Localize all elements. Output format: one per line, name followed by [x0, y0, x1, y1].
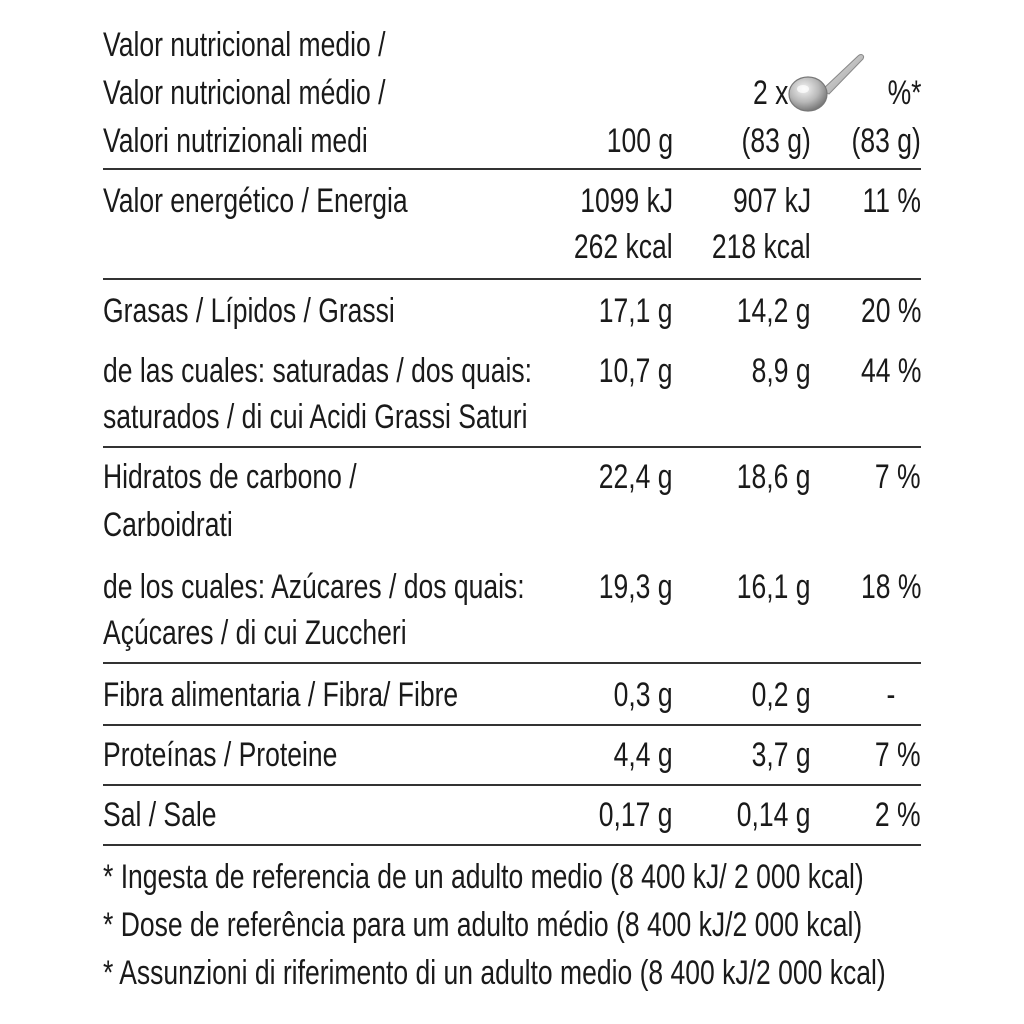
column-header-percent: %* [887, 74, 921, 112]
row-label-continued: Açúcares / di cui Zuccheri [103, 614, 407, 652]
row-label: Fibra alimentaria / Fibra/ Fibre [103, 676, 459, 714]
row-divider [103, 724, 921, 726]
value-reference-intake: 11 % [862, 182, 921, 220]
row-label-continued: saturados / di cui Acidi Grassi Saturi [103, 398, 528, 436]
row-label: Hidratos de carbono / [103, 458, 357, 496]
row-label: de los cuales: Azúcares / dos quais: [103, 568, 525, 606]
column-header-percent-amount: (83 g) [851, 122, 921, 160]
row-divider [103, 662, 921, 664]
value-reference-intake: 18 % [860, 568, 921, 606]
footnote-pt: * Dose de referência para um adulto médi… [103, 906, 863, 944]
column-header-portion-prefix: 2 x [752, 74, 788, 112]
header-divider [103, 168, 921, 170]
value-per-100g: 22,4 g [599, 458, 673, 496]
value-per-100g: 17,1 g [599, 292, 673, 330]
value-per-portion: 0,2 g [752, 676, 811, 714]
value-per-portion-kcal: 218 kcal [712, 228, 811, 266]
value-per-100g: 1099 kJ [580, 182, 673, 220]
value-per-portion: 8,9 g [752, 352, 811, 390]
row-label: de las cuales: saturadas / dos quais: [103, 352, 532, 390]
value-per-portion: 16,1 g [737, 568, 811, 606]
row-divider [103, 278, 921, 280]
header-title-line-3: Valori nutrizionali medi [103, 122, 368, 160]
row-divider [103, 784, 921, 786]
spoon-icon [786, 48, 868, 123]
value-reference-intake: 2 % [875, 796, 921, 834]
footnote-divider [103, 844, 921, 846]
footnote-es: * Ingesta de referencia de un adulto med… [103, 858, 864, 896]
value-per-100g: 0,3 g [614, 676, 673, 714]
value-per-portion: 18,6 g [737, 458, 811, 496]
column-header-100g: 100 g [606, 122, 673, 160]
footnote-it: * Assunzioni di riferimento di un adulto… [103, 954, 886, 992]
value-per-portion: 0,14 g [737, 796, 811, 834]
value-per-portion: 907 kJ [732, 182, 811, 220]
value-reference-intake: 7 % [875, 458, 921, 496]
value-per-100g: 10,7 g [599, 352, 673, 390]
value-per-100g-kcal: 262 kcal [574, 228, 673, 266]
value-reference-intake: 44 % [860, 352, 921, 390]
row-label: Sal / Sale [103, 796, 217, 834]
row-label: Valor energético / Energia [103, 182, 408, 220]
column-header-portion-amount: (83 g) [741, 122, 811, 160]
row-divider [103, 446, 921, 448]
value-reference-intake: - [886, 676, 895, 714]
row-label-continued: Carboidrati [103, 506, 233, 544]
row-label: Grasas / Lípidos / Grassi [103, 292, 395, 330]
value-per-portion: 3,7 g [752, 736, 811, 774]
value-per-100g: 0,17 g [599, 796, 673, 834]
value-reference-intake: 20 % [860, 292, 921, 330]
row-label: Proteínas / Proteine [103, 736, 338, 774]
header-title-line-1: Valor nutricional medio / [103, 26, 386, 64]
value-reference-intake: 7 % [875, 736, 921, 774]
value-per-portion: 14,2 g [737, 292, 811, 330]
header-title-line-2: Valor nutricional médio / [103, 74, 386, 112]
value-per-100g: 19,3 g [599, 568, 673, 606]
value-per-100g: 4,4 g [614, 736, 673, 774]
